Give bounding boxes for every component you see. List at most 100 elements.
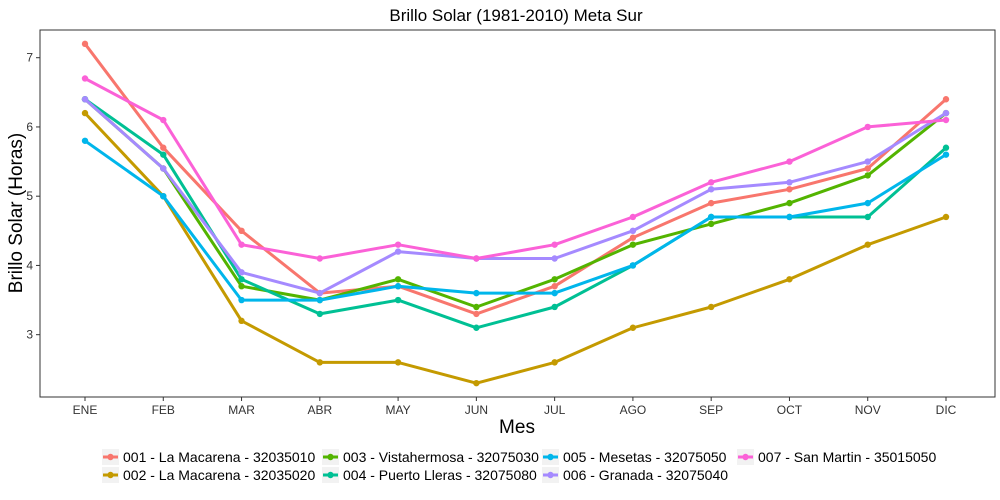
x-tick-label: DIC bbox=[936, 403, 957, 417]
series-4 bbox=[81, 96, 950, 331]
series-line bbox=[83, 111, 948, 385]
data-point bbox=[316, 289, 324, 297]
data-point bbox=[864, 172, 871, 179]
data-point bbox=[394, 359, 402, 366]
data-point bbox=[707, 220, 715, 228]
legend-label: 004 - Puerto Lleras - 32075080 bbox=[343, 467, 537, 483]
data-point bbox=[786, 158, 793, 165]
data-point bbox=[473, 379, 480, 387]
data-point bbox=[786, 213, 793, 221]
data-point bbox=[629, 324, 637, 331]
series-6 bbox=[81, 96, 950, 297]
series-line bbox=[83, 139, 948, 302]
y-tick-label: 6 bbox=[26, 120, 33, 134]
data-point bbox=[629, 213, 637, 221]
series-line bbox=[83, 42, 948, 316]
legend-marker bbox=[327, 453, 334, 461]
legend-marker bbox=[547, 453, 554, 461]
data-point bbox=[551, 283, 558, 290]
data-point bbox=[864, 158, 871, 165]
legend-marker bbox=[547, 471, 554, 479]
x-tick-label: FEB bbox=[152, 403, 175, 417]
data-point bbox=[238, 283, 245, 290]
data-point bbox=[160, 151, 167, 158]
series-layer bbox=[81, 40, 950, 387]
data-point bbox=[394, 276, 402, 283]
data-point bbox=[316, 296, 324, 304]
x-axis: ENE FEB MAR ABR MAY JUN JUL AGO SEP OCT NOV DIC bbox=[73, 397, 957, 417]
data-point bbox=[394, 296, 402, 304]
y-tick-label: 5 bbox=[26, 189, 33, 203]
data-point bbox=[81, 96, 89, 103]
data-point bbox=[473, 289, 480, 297]
data-point bbox=[864, 123, 871, 131]
data-point bbox=[160, 144, 167, 151]
legend-marker bbox=[742, 453, 749, 461]
data-point bbox=[238, 276, 245, 283]
legend-item: 006 - Granada - 32075040 bbox=[542, 467, 728, 483]
data-point bbox=[316, 310, 324, 318]
data-point bbox=[394, 283, 402, 290]
data-point bbox=[473, 303, 480, 311]
x-axis-title: Mes bbox=[499, 417, 535, 438]
data-point bbox=[238, 269, 245, 276]
data-point bbox=[942, 96, 950, 103]
data-point bbox=[629, 227, 637, 235]
series-line bbox=[83, 97, 948, 330]
data-point bbox=[551, 255, 558, 262]
x-tick-label: SEP bbox=[699, 403, 723, 417]
data-point bbox=[551, 276, 558, 283]
x-tick-label: MAY bbox=[386, 403, 411, 417]
data-point bbox=[942, 116, 950, 124]
x-tick-label: ENE bbox=[73, 403, 98, 417]
data-point bbox=[81, 109, 89, 117]
data-point bbox=[551, 289, 558, 297]
chart-title: Brillo Solar (1981-2010) Meta Sur bbox=[389, 6, 643, 25]
x-tick-label: JUL bbox=[544, 403, 566, 417]
data-point bbox=[786, 186, 793, 193]
data-point bbox=[629, 234, 637, 241]
y-tick-label: 3 bbox=[26, 328, 33, 342]
data-point bbox=[786, 179, 793, 186]
legend-label: 002 - La Macarena - 32035020 bbox=[123, 467, 315, 483]
legend-item: 002 - La Macarena - 32035020 bbox=[102, 467, 315, 483]
data-point bbox=[551, 241, 558, 248]
data-point bbox=[473, 324, 480, 331]
legend-item: 001 - La Macarena - 32035010 bbox=[102, 449, 315, 465]
data-point bbox=[864, 199, 871, 207]
data-point bbox=[707, 303, 715, 311]
data-point bbox=[629, 241, 637, 248]
legend-marker bbox=[107, 471, 114, 479]
y-axis-title: Brillo Solar (Horas) bbox=[6, 133, 27, 293]
x-tick-label: MAR bbox=[228, 403, 255, 417]
data-point bbox=[551, 359, 558, 366]
series-5 bbox=[81, 137, 950, 304]
data-point bbox=[160, 116, 167, 124]
legend-label: 007 - San Martin - 35015050 bbox=[758, 449, 936, 465]
data-point bbox=[473, 255, 480, 262]
series-line bbox=[83, 97, 948, 295]
x-tick-label: AGO bbox=[620, 403, 647, 417]
legend-label: 001 - La Macarena - 32035010 bbox=[123, 449, 315, 465]
legend-item: 007 - San Martin - 35015050 bbox=[737, 449, 936, 465]
y-tick-label: 7 bbox=[26, 51, 33, 65]
legend-label: 005 - Mesetas - 32075050 bbox=[563, 449, 727, 465]
legend-label: 006 - Granada - 32075040 bbox=[563, 467, 728, 483]
legend: 001 - La Macarena - 32035010 002 - La Mac… bbox=[102, 449, 936, 483]
legend-marker bbox=[327, 471, 334, 479]
series-2 bbox=[81, 109, 950, 387]
data-point bbox=[238, 227, 245, 235]
data-point bbox=[473, 310, 480, 318]
data-point bbox=[394, 241, 402, 248]
data-point bbox=[629, 262, 637, 269]
data-point bbox=[160, 165, 167, 172]
x-tick-label: OCT bbox=[777, 403, 803, 417]
x-tick-label: JUN bbox=[465, 403, 488, 417]
y-axis: 3 4 5 6 7 bbox=[26, 51, 40, 342]
y-tick-label: 4 bbox=[26, 258, 33, 272]
legend-item: 003 - Vistahermosa - 32075030 bbox=[322, 449, 539, 465]
data-point bbox=[942, 213, 950, 221]
data-point bbox=[551, 303, 558, 311]
data-point bbox=[707, 199, 715, 207]
data-point bbox=[864, 165, 871, 172]
